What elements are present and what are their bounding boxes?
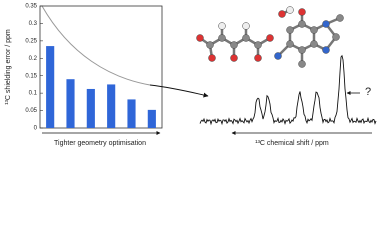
y-tick-label: 0.05	[25, 108, 37, 114]
trend-arrow	[149, 84, 209, 98]
atom	[196, 34, 204, 42]
atom	[298, 20, 306, 28]
atom	[242, 34, 250, 42]
atom	[254, 54, 262, 62]
atom	[298, 60, 306, 68]
question-label: ?	[365, 86, 371, 98]
y-tick-label: 0.15	[25, 73, 37, 79]
bar	[107, 84, 116, 128]
chart: Tighter geometry optimisation ¹³C chemic…	[5, 4, 377, 147]
atom	[274, 52, 282, 60]
atom	[286, 26, 294, 34]
bar	[86, 88, 95, 128]
bar	[127, 99, 136, 128]
bar	[147, 109, 156, 128]
atom	[286, 6, 294, 14]
atom	[322, 46, 330, 54]
x-label: Tighter geometry optimisation	[54, 140, 146, 147]
y-tick-label: 0.25	[25, 38, 37, 44]
trend-curve	[41, 5, 151, 86]
bar	[46, 46, 55, 129]
atom	[278, 10, 286, 18]
atom	[286, 40, 294, 48]
atom	[230, 41, 238, 49]
atom	[298, 46, 306, 54]
atom	[218, 22, 226, 30]
atom	[208, 54, 216, 62]
atom	[310, 26, 318, 34]
y-tick-label: 0.35	[25, 4, 37, 10]
y-label: ¹³C shielding error / ppm	[5, 29, 12, 105]
atom	[218, 34, 226, 42]
atom	[254, 41, 262, 49]
atom	[298, 8, 306, 16]
bar	[66, 79, 75, 128]
atom	[336, 14, 344, 22]
atom	[266, 34, 274, 42]
atom	[206, 41, 214, 49]
y-tick-label: 0.3	[29, 21, 38, 27]
spectrum	[199, 54, 377, 126]
atom	[242, 22, 250, 30]
atom	[332, 33, 340, 41]
y-tick-label: 0.2	[29, 56, 38, 62]
y-tick-label: 0	[34, 126, 38, 132]
y-tick-label: 0.1	[29, 91, 38, 97]
atom	[322, 20, 330, 28]
molecule	[196, 6, 344, 68]
shift-label: ¹³C chemical shift / ppm	[255, 140, 329, 147]
plot-frame	[39, 5, 163, 129]
atom	[230, 54, 238, 62]
atom	[310, 40, 318, 48]
